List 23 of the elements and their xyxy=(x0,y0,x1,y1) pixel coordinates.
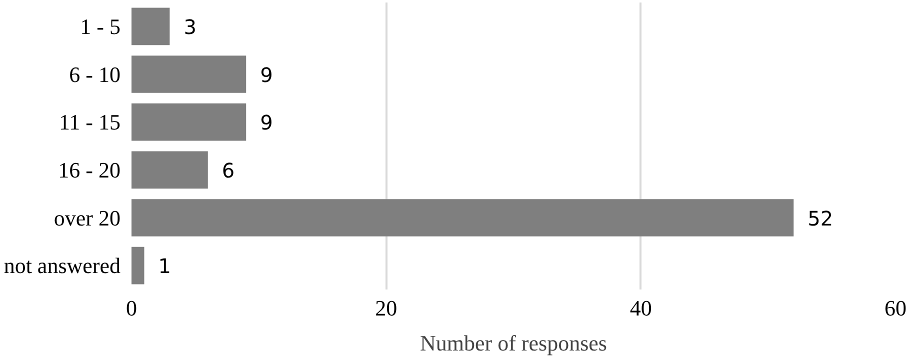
y-tick-label: not answered xyxy=(4,253,121,278)
data-label: 9 xyxy=(260,110,273,135)
x-tick-label: 0 xyxy=(126,296,137,320)
y-tick-label: over 20 xyxy=(54,205,121,230)
bar xyxy=(132,199,794,236)
y-tick-label: 6 - 10 xyxy=(69,62,120,87)
bar xyxy=(132,56,246,93)
data-label: 52 xyxy=(808,206,834,230)
x-tick-label: 60 xyxy=(884,296,906,320)
data-label: 9 xyxy=(260,62,273,87)
bar xyxy=(132,151,208,189)
y-tick-label: 1 - 5 xyxy=(80,14,120,39)
x-axis-title: Number of responses xyxy=(420,330,607,356)
bar xyxy=(132,8,170,46)
y-tick-label: 11 - 15 xyxy=(58,110,121,135)
y-tick-label: 16 - 20 xyxy=(58,157,120,182)
bar xyxy=(132,246,144,284)
x-tick-label: 40 xyxy=(630,296,652,320)
bar xyxy=(132,103,246,141)
data-label: 3 xyxy=(184,14,196,39)
data-label: 1 xyxy=(158,254,171,278)
data-label: 6 xyxy=(222,158,235,182)
x-tick-label: 20 xyxy=(375,296,398,320)
